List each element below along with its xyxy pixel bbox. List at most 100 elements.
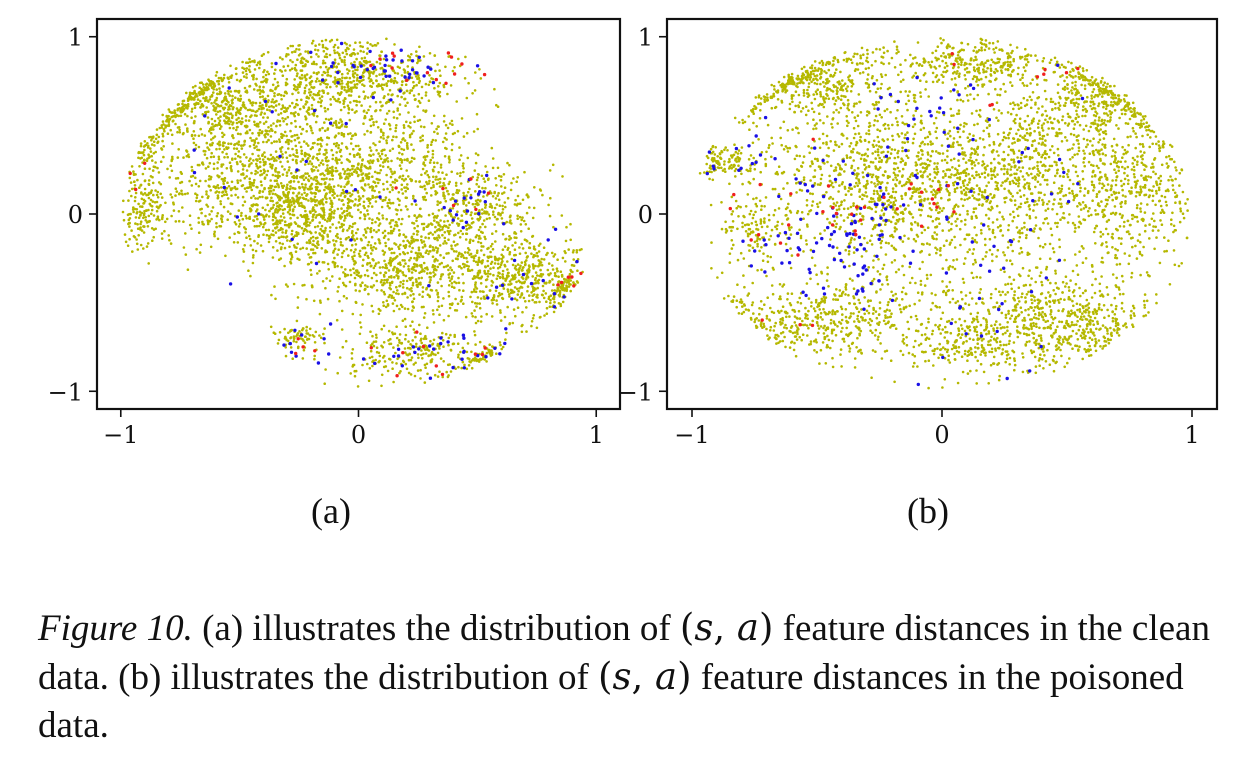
scatter-point [425, 170, 429, 173]
scatter-point [373, 189, 376, 193]
scatter-point [338, 100, 342, 104]
scatter-point [531, 263, 535, 266]
scatter-point [391, 302, 395, 305]
scatter-point [494, 240, 497, 243]
scatter-point [365, 111, 369, 115]
scatter-point [491, 242, 494, 246]
scatter-point [492, 294, 496, 297]
scatter-point [241, 204, 245, 207]
scatter-point [315, 214, 319, 217]
scatter-point [431, 212, 435, 216]
scatter-point [367, 183, 370, 186]
scatter-point [468, 253, 471, 257]
scatter-point [343, 41, 347, 45]
scatter-point [281, 173, 285, 176]
scatter-point [427, 349, 431, 352]
scatter-point [272, 203, 276, 207]
scatter-point [221, 99, 224, 103]
scatter-point [389, 225, 393, 229]
scatter-point [477, 185, 481, 188]
scatter-point [337, 62, 340, 66]
scatter-point [406, 65, 410, 68]
scatter-point [443, 177, 446, 180]
scatter-point [444, 65, 447, 69]
scatter-point [495, 299, 498, 302]
scatter-point [528, 206, 531, 209]
scatter-point [248, 57, 251, 61]
scatter-point [456, 210, 459, 213]
scatter-point [490, 204, 493, 208]
scatter-point [271, 83, 275, 87]
scatter-point [254, 249, 258, 253]
scatter-point [283, 130, 287, 134]
scatter-point [429, 271, 432, 275]
scatter-point [212, 88, 215, 91]
scatter-point [496, 166, 500, 170]
scatter-point [356, 65, 360, 69]
scatter-point [152, 165, 156, 168]
scatter-point [225, 186, 229, 190]
scatter-point [341, 167, 345, 171]
scatter-point [477, 269, 481, 273]
scatter-point [395, 221, 398, 224]
scatter-point [255, 63, 259, 67]
scatter-point [498, 341, 502, 344]
scatter-point [412, 328, 416, 331]
scatter-point [426, 173, 430, 177]
scatter-point [385, 299, 389, 303]
scatter-point [130, 165, 134, 168]
scatter-point [220, 194, 224, 198]
scatter-point [414, 203, 418, 206]
scatter-point [133, 184, 137, 187]
scatter-point [308, 88, 311, 91]
scatter-point [209, 189, 212, 192]
scatter-point [404, 262, 407, 265]
scatter-point [332, 212, 336, 215]
scatter-point [415, 233, 419, 236]
scatter-point [453, 286, 456, 290]
scatter-point [143, 199, 147, 203]
scatter-point [162, 155, 165, 159]
scatter-point [447, 268, 450, 272]
scatter-point [341, 251, 344, 255]
scatter-point [447, 192, 450, 196]
scatter-point [388, 88, 392, 92]
scatter-point [291, 101, 294, 105]
scatter-point [393, 242, 396, 245]
scatter-point [243, 176, 246, 180]
scatter-point [209, 155, 213, 159]
scatter-point [243, 187, 247, 190]
scatter-point [499, 311, 502, 314]
scatter-point [386, 369, 390, 373]
scatter-point [218, 224, 221, 228]
scatter-point [286, 239, 289, 242]
scatter-point [216, 110, 220, 114]
scatter-point [460, 214, 464, 217]
scatter-point [271, 218, 275, 222]
scatter-point [341, 188, 345, 192]
scatter-point [447, 290, 451, 294]
scatter-point [369, 246, 373, 250]
scatter-point [316, 158, 320, 162]
scatter-point [328, 219, 332, 222]
scatter-point [287, 142, 290, 146]
scatter-point [441, 171, 444, 174]
scatter-point [489, 245, 493, 248]
scatter-point [341, 244, 344, 247]
scatter-point [240, 184, 244, 188]
scatter-point [226, 197, 230, 200]
scatter-point [381, 231, 385, 235]
scatter-point [366, 197, 369, 201]
scatter-point [457, 224, 460, 227]
scatter-point [263, 155, 267, 159]
scatter-point [151, 239, 154, 242]
scatter-point [358, 216, 362, 220]
scatter-point [525, 330, 528, 333]
scatter-point [369, 78, 373, 81]
scatter-point [242, 101, 245, 104]
scatter-point [128, 237, 131, 241]
scatter-point [423, 363, 427, 367]
scatter-point [395, 135, 398, 139]
scatter-point [557, 302, 561, 305]
scatter-point [422, 222, 426, 226]
